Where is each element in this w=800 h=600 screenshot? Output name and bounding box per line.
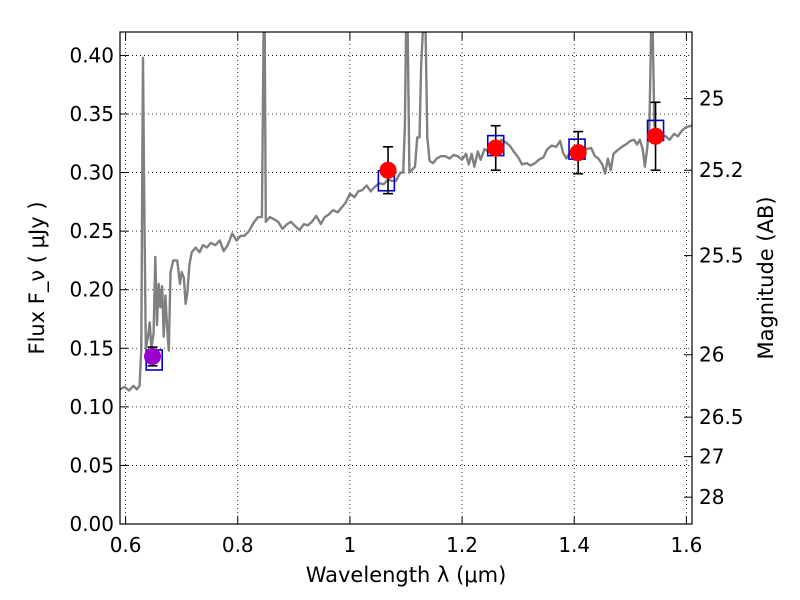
y-axis-label: Flux F_ν ( μJy ): [25, 201, 50, 354]
y2-tick-label: 27: [699, 445, 724, 469]
y2-tick-label: 26.5: [699, 405, 744, 429]
x-tick-label: 1.2: [446, 533, 478, 557]
y-tick-label: 0.20: [69, 278, 114, 302]
y2-tick-label: 28: [699, 485, 724, 509]
x-tick-label: 1.4: [558, 533, 590, 557]
y-tick-label: 0.10: [69, 395, 114, 419]
observed-points-layer: [144, 101, 665, 367]
observed-point: [647, 127, 665, 145]
y2-axis-label: Magnitude (AB): [754, 196, 778, 359]
y-tick-label: 0.25: [69, 219, 114, 243]
y-tick-label: 0.00: [69, 512, 114, 536]
model-spectrum-layer: [120, 32, 692, 392]
observed-point: [487, 139, 505, 157]
model-spectrum-line: [120, 32, 692, 392]
y2-tick-label: 26: [699, 343, 724, 367]
y-tick-label: 0.35: [69, 102, 114, 126]
x-tick-label: 1: [344, 533, 357, 557]
x-axis-label: Wavelength λ (μm): [306, 563, 507, 587]
y-tick-label: 0.15: [69, 336, 114, 360]
y-tick-label: 0.30: [69, 161, 114, 185]
x-tick-label: 0.8: [222, 533, 254, 557]
y2-tick-label: 25.2: [699, 158, 744, 182]
y2-tick-label: 25.5: [699, 244, 744, 268]
y-tick-label: 0.05: [69, 453, 114, 477]
observed-point: [144, 347, 162, 365]
y-tick-label: 0.40: [69, 43, 114, 67]
plot-frame: [119, 31, 693, 525]
observed-point: [379, 161, 397, 179]
x-tick-label: 1.6: [670, 533, 702, 557]
axis-ticks: 0.6 0.8 1 1.2 1.4 1.6 0.00 0.05 0.10 0.15 0.20 0.25…: [69, 32, 744, 557]
observed-point: [569, 144, 587, 162]
y2-tick-label: 25: [699, 87, 724, 111]
x-tick-label: 0.6: [110, 533, 142, 557]
